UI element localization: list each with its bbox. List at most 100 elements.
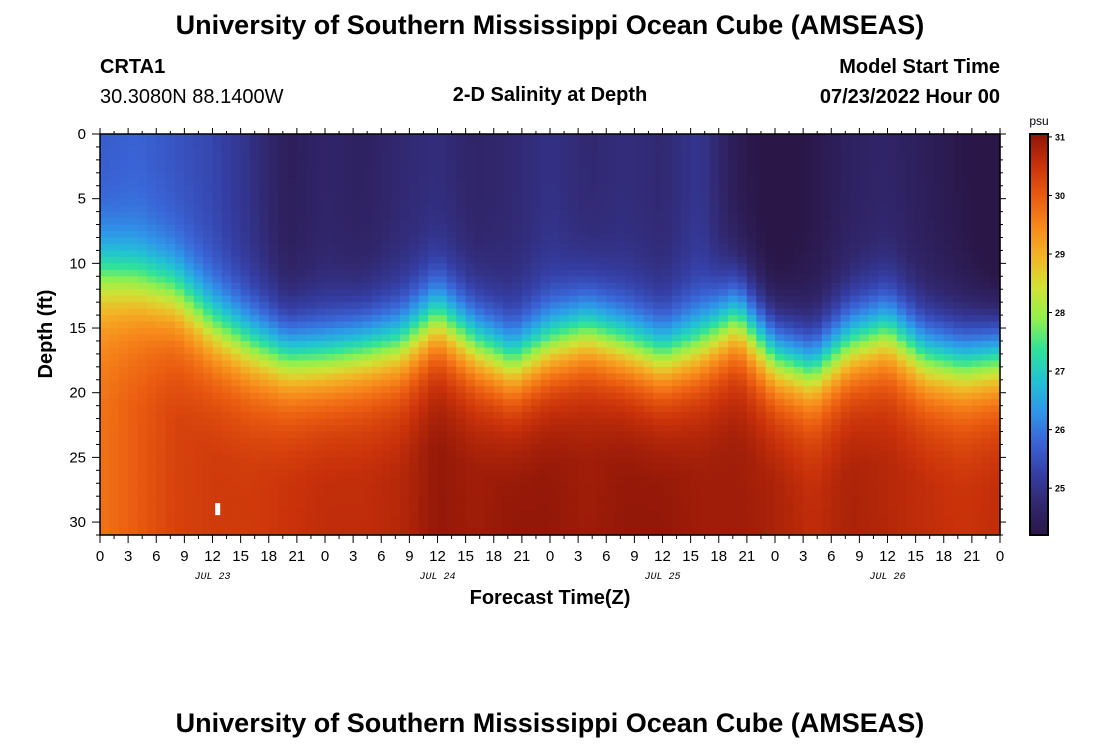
heatmap-cell — [118, 159, 129, 167]
heatmap-cell — [165, 224, 176, 232]
heatmap-cell — [793, 515, 804, 523]
heatmap-cell — [156, 418, 167, 426]
heatmap-cell — [634, 198, 645, 206]
heatmap-cell — [240, 179, 251, 187]
heatmap-cell — [653, 340, 664, 349]
heatmap-cell — [306, 218, 317, 226]
heatmap-cell — [803, 457, 814, 465]
heatmap-cell — [193, 347, 204, 355]
heatmap-cell — [109, 412, 120, 420]
heatmap-cell — [765, 476, 776, 484]
heatmap-cell — [690, 347, 701, 355]
heatmap-cell — [418, 308, 429, 316]
heatmap-cell — [803, 379, 814, 387]
heatmap-cell — [475, 360, 485, 368]
heatmap-cell — [690, 463, 701, 471]
heatmap-cell — [306, 399, 317, 407]
heatmap-cell — [831, 347, 842, 355]
heatmap-cell — [334, 347, 345, 355]
heatmap-cell — [362, 256, 373, 264]
heatmap-cell — [484, 476, 495, 484]
heatmap-cell — [606, 450, 617, 458]
heatmap-cell — [643, 502, 654, 510]
heatmap-cell — [118, 528, 129, 536]
heatmap-cell — [812, 153, 823, 161]
heatmap-cell — [775, 276, 785, 284]
heatmap-cell — [381, 457, 392, 465]
heatmap-cell — [268, 243, 279, 252]
heatmap-cell — [315, 205, 326, 213]
heatmap-cell — [746, 347, 757, 355]
heatmap-cell — [512, 347, 523, 355]
heatmap-cell — [512, 185, 523, 193]
heatmap-cell — [700, 347, 710, 355]
heatmap-cell — [193, 295, 204, 303]
heatmap-cell — [259, 224, 270, 232]
heatmap-cell — [606, 269, 617, 277]
heatmap-cell — [296, 418, 307, 426]
heatmap-cell — [418, 315, 429, 323]
heatmap-cell — [690, 172, 701, 180]
heatmap-cell — [625, 392, 635, 400]
heatmap-cell — [381, 134, 392, 142]
heatmap-cell — [231, 392, 242, 400]
heatmap-cell — [296, 269, 307, 277]
heatmap-cell — [250, 379, 260, 387]
heatmap-cell — [765, 308, 776, 316]
heatmap-cell — [568, 360, 579, 368]
heatmap-cell — [325, 340, 335, 349]
heatmap-cell — [203, 289, 214, 297]
heatmap-cell — [793, 476, 804, 484]
heatmap-cell — [475, 509, 485, 517]
heatmap-cell — [109, 198, 120, 206]
heatmap-cell — [737, 509, 748, 517]
heatmap-cell — [671, 321, 682, 329]
heatmap-cell — [231, 282, 242, 290]
heatmap-cell — [175, 509, 185, 517]
heatmap-cell — [840, 250, 851, 258]
heatmap-cell — [728, 431, 739, 439]
heatmap-cell — [840, 153, 851, 161]
heatmap-cell — [137, 386, 148, 394]
heatmap-cell — [756, 353, 767, 361]
heatmap-cell — [418, 476, 429, 484]
heatmap-cell — [840, 463, 851, 471]
heatmap-cell — [662, 166, 673, 174]
heatmap-cell — [390, 425, 401, 433]
heatmap-cell — [390, 360, 401, 368]
heatmap-cell — [240, 140, 251, 148]
heatmap-cell — [362, 328, 373, 336]
heatmap-cell — [578, 509, 589, 517]
heatmap-cell — [343, 334, 354, 342]
heatmap-cell — [503, 489, 514, 497]
heatmap-cell — [418, 172, 429, 180]
heatmap-cell — [728, 405, 739, 413]
heatmap-cell — [128, 489, 139, 497]
heatmap-cell — [278, 205, 289, 213]
heatmap-cell — [559, 483, 570, 491]
heatmap-cell — [296, 237, 307, 245]
heatmap-cell — [559, 146, 570, 155]
heatmap-cell — [371, 379, 382, 387]
heatmap-cell — [793, 366, 804, 374]
heatmap-cell — [718, 515, 729, 523]
heatmap-cell — [756, 522, 767, 530]
heatmap-cell — [278, 231, 289, 239]
heatmap-cell — [446, 450, 457, 458]
heatmap-cell — [409, 366, 420, 374]
heatmap-cell — [456, 282, 467, 290]
heatmap-cell — [362, 470, 373, 478]
heatmap-cell — [240, 444, 251, 452]
heatmap-cell — [615, 379, 626, 387]
heatmap-cell — [625, 450, 635, 458]
heatmap-cell — [587, 463, 598, 471]
heatmap-cell — [746, 269, 757, 277]
heatmap-cell — [390, 412, 401, 420]
heatmap-cell — [784, 483, 795, 491]
heatmap-cell — [446, 146, 457, 155]
heatmap-cell — [765, 392, 776, 400]
heatmap-cell — [643, 418, 654, 426]
heatmap-cell — [287, 269, 298, 277]
heatmap-cell — [371, 140, 382, 148]
